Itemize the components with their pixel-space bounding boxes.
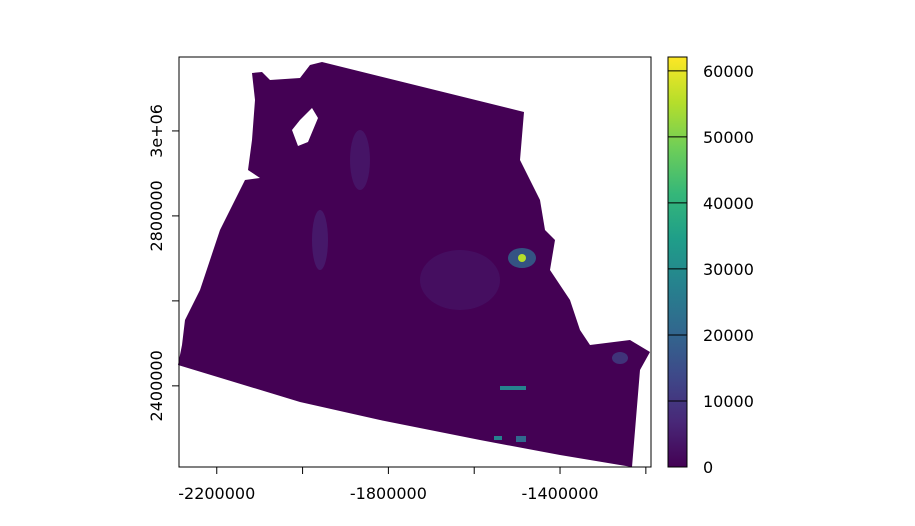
plot-frame bbox=[178, 56, 652, 468]
hotspot bbox=[518, 254, 526, 262]
colorbar-tick-label: 50000 bbox=[703, 128, 754, 147]
texture bbox=[420, 250, 500, 310]
colorbar-tick-label: 20000 bbox=[703, 326, 754, 345]
puget-sound-gap bbox=[292, 108, 318, 146]
x-tick-label: -1400000 bbox=[522, 484, 599, 503]
texture bbox=[312, 210, 328, 270]
y-tick-label: 2800000 bbox=[147, 180, 166, 251]
raster-map bbox=[178, 62, 650, 467]
hotspot bbox=[516, 436, 526, 442]
colorbar-tick-label: 0 bbox=[703, 458, 713, 477]
y-tick-label: 3e+06 bbox=[147, 104, 166, 158]
x-tick-label: -2200000 bbox=[178, 484, 255, 503]
colorbar-tick-label: 60000 bbox=[703, 62, 754, 81]
y-tick-label: 2400000 bbox=[147, 350, 166, 421]
colorbar-tick-label: 40000 bbox=[703, 194, 754, 213]
colorbar-tick-label: 10000 bbox=[703, 392, 754, 411]
colorbar-tick-label: 30000 bbox=[703, 260, 754, 279]
texture bbox=[350, 130, 370, 190]
hotspot bbox=[500, 386, 526, 390]
x-tick-label: -1800000 bbox=[350, 484, 427, 503]
hotspot bbox=[494, 436, 502, 440]
colorbar bbox=[667, 56, 688, 468]
raster-extent bbox=[178, 62, 650, 467]
texture bbox=[612, 352, 628, 364]
